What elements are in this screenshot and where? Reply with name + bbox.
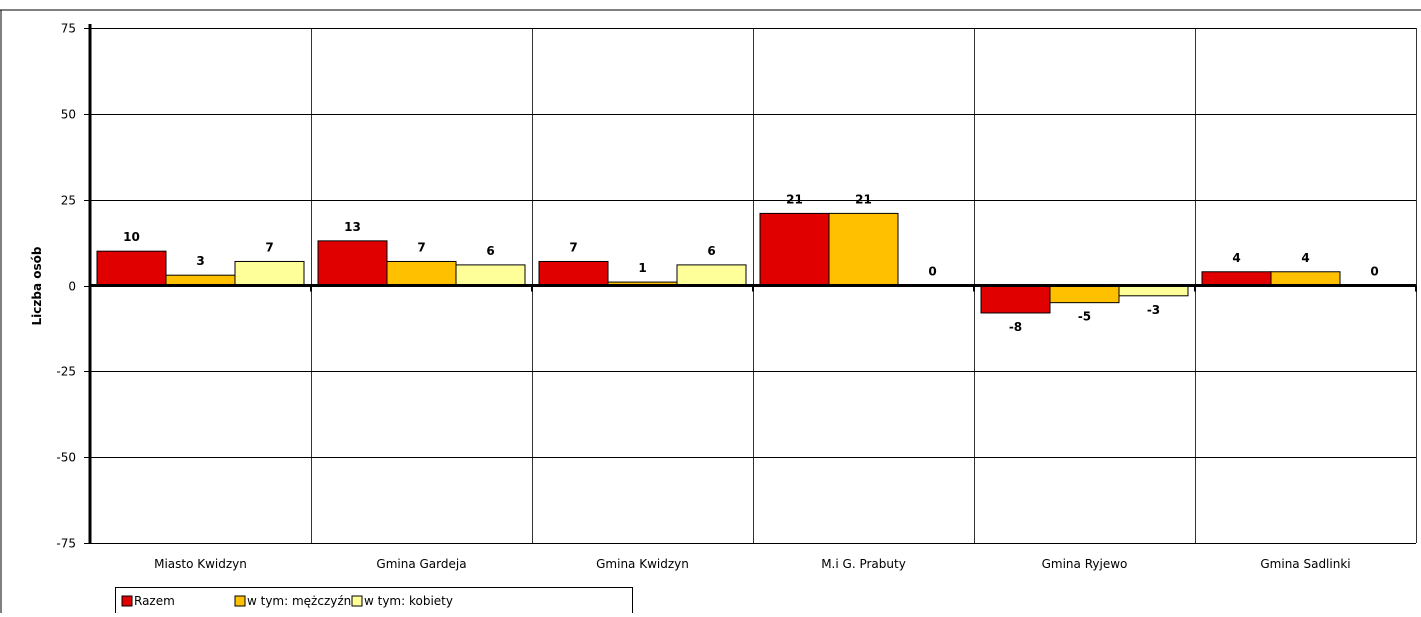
legend-swatch xyxy=(121,595,133,607)
data-label: 0 xyxy=(928,265,936,279)
y-tick-label: 75 xyxy=(61,22,76,36)
legend-swatch xyxy=(234,595,246,607)
x-category-label: Gmina Kwidzyn xyxy=(596,557,689,571)
data-label: 3 xyxy=(196,254,204,268)
data-label: 13 xyxy=(344,220,361,234)
data-label: 21 xyxy=(786,192,803,206)
data-label: 7 xyxy=(417,240,425,254)
y-tick-label: -50 xyxy=(56,451,76,465)
bar xyxy=(455,264,526,286)
legend-label: Razem xyxy=(134,594,175,608)
data-label: -3 xyxy=(1147,303,1160,317)
bar xyxy=(1270,271,1341,286)
x-category-label: Gmina Sadlinki xyxy=(1260,557,1350,571)
bar xyxy=(1049,285,1120,304)
data-label: -5 xyxy=(1078,310,1091,324)
y-tick-label: 25 xyxy=(61,194,76,208)
bar xyxy=(1118,285,1189,297)
y-axis-title: Liczba osób xyxy=(30,246,44,325)
data-label: 0 xyxy=(1370,265,1378,279)
data-label: 1 xyxy=(638,261,646,275)
x-category-label: Gmina Gardeja xyxy=(376,557,466,571)
bar xyxy=(165,274,236,287)
legend-label: w tym: kobiety xyxy=(364,594,453,608)
data-label: 10 xyxy=(123,230,140,244)
data-label: 21 xyxy=(855,192,872,206)
y-tick-label: 50 xyxy=(61,108,76,122)
data-label: 4 xyxy=(1301,251,1309,265)
bar xyxy=(980,285,1051,314)
y-tick-label: 0 xyxy=(68,280,76,294)
legend-label: w tym: mężczyźni xyxy=(247,594,355,608)
data-label: -8 xyxy=(1009,320,1022,334)
legend-swatch xyxy=(351,595,363,607)
axes xyxy=(84,24,1417,544)
x-category-label: M.i G. Prabuty xyxy=(821,557,906,571)
bar xyxy=(759,212,830,286)
bar xyxy=(317,240,388,287)
data-label: 4 xyxy=(1232,251,1240,265)
bar xyxy=(1201,271,1272,286)
y-tick-label: -25 xyxy=(56,365,76,379)
x-category-label: Miasto Kwidzyn xyxy=(154,557,247,571)
x-category-label: Gmina Ryjewo xyxy=(1042,557,1128,571)
data-label: 6 xyxy=(707,244,715,258)
bars xyxy=(96,212,1341,314)
bar xyxy=(676,264,747,286)
bar xyxy=(538,260,609,287)
data-label: 7 xyxy=(265,240,273,254)
legend-box xyxy=(115,587,633,617)
data-label: 7 xyxy=(569,240,577,254)
bar xyxy=(96,250,167,287)
gridlines xyxy=(0,9,1421,613)
bar xyxy=(234,260,305,287)
y-tick-label: -75 xyxy=(56,537,76,551)
bar xyxy=(828,212,899,286)
legend: Razem w tym: mężczyźni w tym: kobiety xyxy=(115,587,633,617)
data-label: 6 xyxy=(486,244,494,258)
bar xyxy=(386,260,457,287)
